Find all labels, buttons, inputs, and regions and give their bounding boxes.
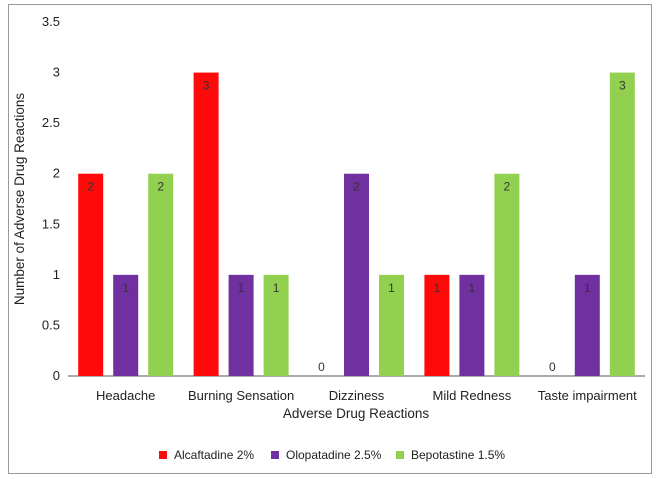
data-label: 2 xyxy=(353,180,360,194)
bar-bepotastine-1-5-headache xyxy=(148,173,174,376)
bar-bepotastine-1-5-taste-impairment xyxy=(609,72,635,377)
x-tick-label: Headache xyxy=(96,388,155,403)
legend-swatch xyxy=(396,451,404,459)
data-label: 3 xyxy=(619,79,626,93)
bar-olopatadine-2-5-mild-redness xyxy=(459,274,485,376)
x-tick-label: Taste impairment xyxy=(538,388,637,403)
data-label: 0 xyxy=(549,360,556,374)
data-label: 2 xyxy=(504,180,511,194)
data-label: 1 xyxy=(584,281,591,295)
y-axis-ticks: 0 0.5 1 1.5 2 2.5 3 3.5 xyxy=(42,14,60,383)
bar-alcaftadine-2-mild-redness xyxy=(424,274,450,376)
chart-frame xyxy=(8,4,652,474)
data-label: 2 xyxy=(157,180,164,194)
legend: Alcaftadine 2% Olopatadine 2.5% Bepotastin… xyxy=(159,448,505,462)
bar-alcaftadine-2-headache xyxy=(78,173,104,376)
x-tick-label: Mild Redness xyxy=(433,388,512,403)
x-axis-title: Adverse Drug Reactions xyxy=(283,406,430,421)
bar-bepotastine-1-5-mild-redness xyxy=(494,173,520,376)
bar-bepotastine-1-5-dizziness xyxy=(379,274,404,376)
legend-label: Olopatadine 2.5% xyxy=(286,448,382,462)
bars xyxy=(78,72,635,377)
y-tick-label: 3.5 xyxy=(42,14,60,29)
legend-swatch xyxy=(271,451,279,459)
x-tick-label: Dizziness xyxy=(329,388,385,403)
data-label: 1 xyxy=(122,281,129,295)
bar-olopatadine-2-5-headache xyxy=(113,274,139,376)
data-label: 3 xyxy=(203,79,210,93)
y-axis-title: Number of Adverse Drug Reactions xyxy=(12,93,27,306)
data-label: 1 xyxy=(273,281,280,295)
bar-olopatadine-2-5-burning-sensation xyxy=(228,274,254,376)
x-tick-label: Burning Sensation xyxy=(188,388,294,403)
y-tick-label: 0.5 xyxy=(42,317,60,332)
data-label: 2 xyxy=(87,180,94,194)
legend-label: Bepotastine 1.5% xyxy=(411,448,505,462)
bar-olopatadine-2-5-taste-impairment xyxy=(574,274,600,376)
y-tick-label: 2.5 xyxy=(42,115,60,130)
y-tick-label: 3 xyxy=(53,65,60,80)
y-tick-label: 1 xyxy=(53,267,60,282)
data-label: 1 xyxy=(238,281,245,295)
x-axis-ticks: Headache Burning Sensation Dizziness Mild R… xyxy=(96,388,637,403)
y-tick-label: 1.5 xyxy=(42,216,60,231)
bar-bepotastine-1-5-burning-sensation xyxy=(263,274,289,376)
bar-olopatadine-2-5-dizziness xyxy=(344,173,369,376)
data-label: 1 xyxy=(434,281,441,295)
legend-label: Alcaftadine 2% xyxy=(174,448,254,462)
data-label: 0 xyxy=(318,360,325,374)
legend-swatch xyxy=(159,451,167,459)
bar-labels: 2 1 2 3 1 1 0 2 1 1 1 2 0 1 3 xyxy=(87,79,626,374)
bar-alcaftadine-2-burning-sensation xyxy=(193,72,219,377)
data-label: 1 xyxy=(469,281,476,295)
y-tick-label: 2 xyxy=(53,166,60,181)
data-label: 1 xyxy=(388,281,395,295)
y-tick-label: 0 xyxy=(53,368,60,383)
